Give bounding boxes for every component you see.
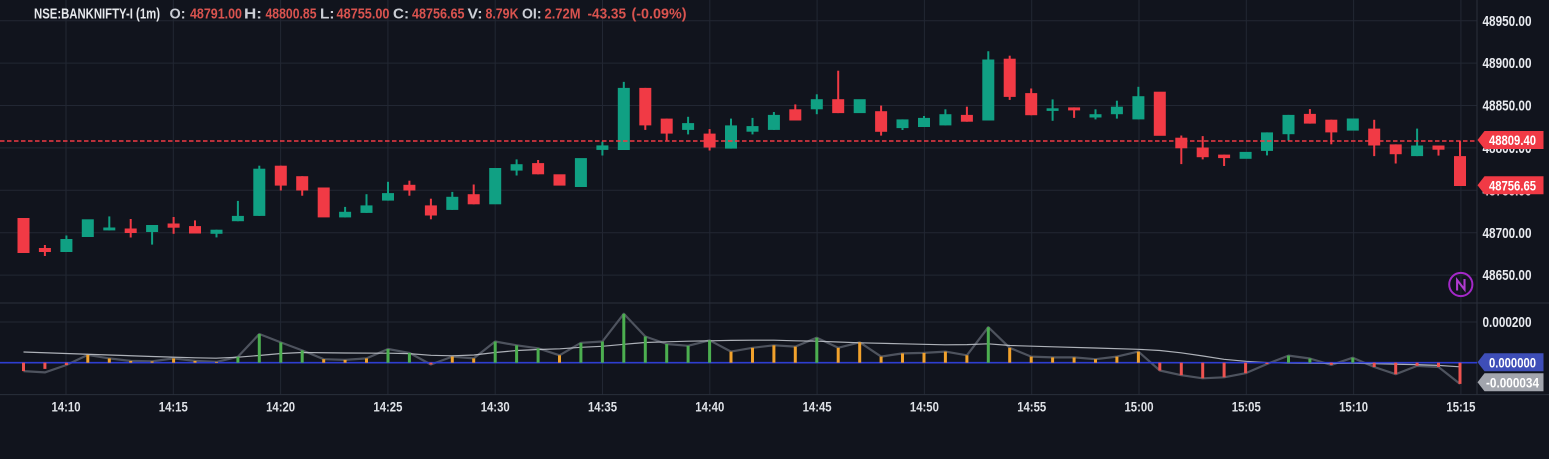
svg-text:14:35: 14:35 [588,400,617,415]
svg-text:48800.85: 48800.85 [266,6,317,22]
svg-text:48850.00: 48850.00 [1483,99,1532,115]
svg-text:14:15: 14:15 [159,400,188,415]
svg-text:-0.000034: -0.000034 [1486,374,1539,390]
svg-text:14:25: 14:25 [373,400,402,415]
svg-text:15:15: 15:15 [1446,400,1475,415]
svg-text:48756.65: 48756.65 [1489,177,1536,193]
svg-text:15:10: 15:10 [1339,400,1368,415]
svg-text:0.000200: 0.000200 [1483,315,1532,331]
svg-text:48791.00: 48791.00 [190,6,242,22]
svg-text:14:45: 14:45 [803,400,832,415]
svg-text:OI:: OI: [522,6,542,22]
svg-text:48900.00: 48900.00 [1483,56,1532,72]
svg-text:48809.40: 48809.40 [1489,132,1536,148]
svg-text:L:: L: [320,6,335,22]
svg-text:2.72M: 2.72M [545,6,581,22]
svg-text:14:30: 14:30 [481,400,510,415]
svg-text:48755.00: 48755.00 [337,6,390,22]
svg-text:48650.00: 48650.00 [1483,268,1532,284]
svg-text:C:: C: [393,6,409,22]
svg-text:-43.35: -43.35 [588,6,627,22]
svg-text:48756.65: 48756.65 [412,6,465,22]
svg-text:0.000000: 0.000000 [1489,354,1536,370]
svg-text:H:: H: [244,6,262,22]
svg-text:14:20: 14:20 [266,400,295,415]
svg-text:15:00: 15:00 [1125,400,1154,415]
svg-text:14:50: 14:50 [910,400,939,415]
svg-text:48700.00: 48700.00 [1483,226,1532,242]
svg-text:V:: V: [468,6,483,22]
svg-text:8.79K: 8.79K [486,6,519,22]
svg-text:14:10: 14:10 [52,400,81,415]
svg-text:O:: O: [170,6,186,22]
svg-text:NSE:BANKNIFTY-I (1m): NSE:BANKNIFTY-I (1m) [34,6,160,22]
svg-text:15:05: 15:05 [1232,400,1261,415]
svg-text:(-0.09%): (-0.09%) [632,6,687,22]
svg-text:48950.00: 48950.00 [1483,14,1532,30]
svg-text:14:40: 14:40 [695,400,724,415]
svg-text:14:55: 14:55 [1017,400,1046,415]
